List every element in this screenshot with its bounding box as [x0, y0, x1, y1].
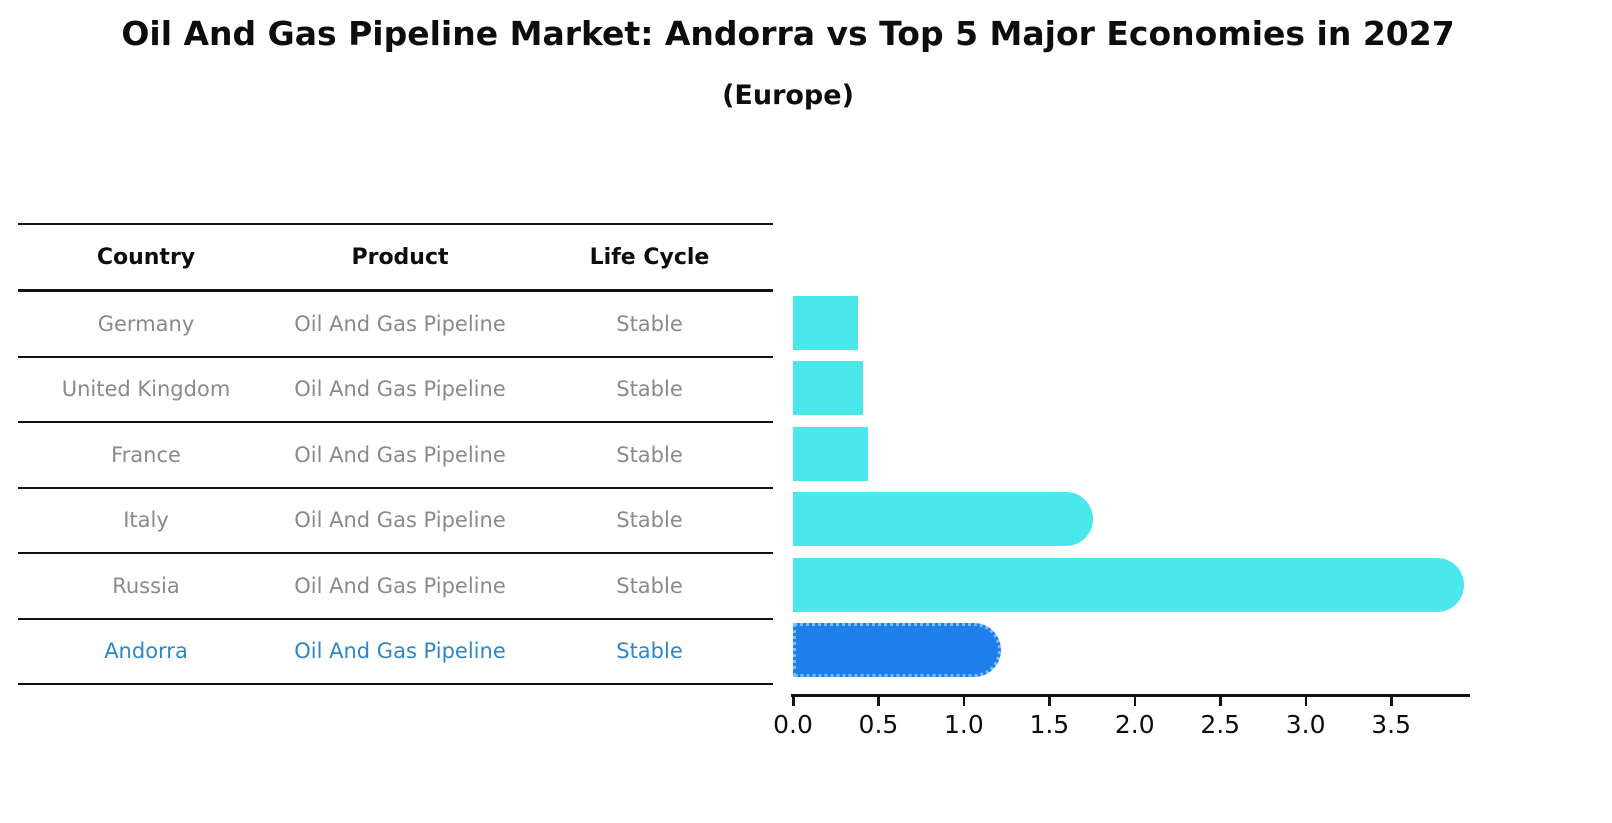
- table-row: Russia Oil And Gas Pipeline Stable: [18, 554, 773, 620]
- table-cell-product: Oil And Gas Pipeline: [294, 573, 506, 598]
- table-cell-country: France: [111, 442, 181, 467]
- table-cell-product: Oil And Gas Pipeline: [294, 377, 506, 402]
- x-axis-ticks: 0.0 0.5 1.0 1.5 2.0 2.5 3.0 3.5: [773, 697, 1472, 757]
- table-cell-life-cycle: Stable: [616, 508, 683, 533]
- x-axis-tick-label: 0.0: [773, 710, 813, 739]
- table-cell-country: Italy: [123, 508, 169, 533]
- x-axis-tick-label: 2.5: [1200, 710, 1241, 739]
- table-body: Germany Oil And Gas Pipeline Stable Unit…: [18, 292, 773, 685]
- x-axis-tick-label: 3.0: [1285, 710, 1326, 739]
- bar-row: [793, 618, 1468, 684]
- table-cell-product: Oil And Gas Pipeline: [294, 442, 506, 467]
- table-cell-country: United Kingdom: [61, 377, 231, 402]
- table-cell-country: Andorra: [104, 639, 188, 664]
- x-axis-tick-mark: [1304, 697, 1308, 706]
- table-cell-country: Russia: [112, 573, 180, 598]
- bar-row: [793, 487, 1468, 553]
- column-header-product: Product: [351, 244, 449, 270]
- bar-plot: [793, 290, 1468, 683]
- table-cell-life-cycle: Stable: [616, 377, 683, 402]
- bar-row: [793, 356, 1468, 422]
- value-bar: [793, 361, 864, 416]
- bar-row: [793, 421, 1468, 487]
- x-axis-tick-label: 1.0: [943, 710, 984, 739]
- x-axis-tick-label: 1.5: [1029, 710, 1070, 739]
- bar-value-labels: [1482, 290, 1602, 683]
- table-header-row: Country Product Life Cycle: [18, 223, 773, 292]
- table-cell-life-cycle: Stable: [616, 311, 683, 336]
- table-row: Italy Oil And Gas Pipeline Stable: [18, 489, 773, 554]
- chart-title: Oil And Gas Pipeline Market: Andorra vs …: [121, 14, 1455, 53]
- table-row: France Oil And Gas Pipeline Stable: [18, 423, 773, 489]
- x-axis-tick-label: 2.0: [1114, 710, 1155, 739]
- x-axis-line: [791, 694, 1470, 697]
- column-header-country: Country: [96, 244, 196, 270]
- table-cell-product: Oil And Gas Pipeline: [294, 639, 506, 664]
- value-bar: [793, 295, 858, 350]
- x-axis-tick-mark: [1390, 697, 1393, 706]
- x-axis-tick-mark: [962, 697, 966, 706]
- value-bar-highlighted: [793, 623, 1002, 678]
- value-bar: [793, 557, 1465, 612]
- table-row-highlighted: Andorra Oil And Gas Pipeline Stable: [18, 620, 773, 685]
- table-cell-product: Oil And Gas Pipeline: [294, 508, 506, 533]
- x-axis-tick-label: 3.5: [1371, 710, 1411, 739]
- value-bar: [793, 426, 869, 481]
- table-cell-product: Oil And Gas Pipeline: [294, 311, 506, 336]
- x-axis-tick-mark: [1133, 697, 1137, 706]
- x-axis-tick-mark: [792, 697, 795, 706]
- x-axis-tick-mark: [877, 697, 880, 706]
- x-axis-tick-mark: [1219, 697, 1222, 706]
- table-cell-life-cycle: Stable: [616, 573, 683, 598]
- x-axis-tick-label: 0.5: [858, 710, 899, 739]
- x-axis-tick-mark: [1048, 697, 1051, 706]
- table-cell-country: Germany: [97, 311, 195, 336]
- bar-row: [793, 290, 1468, 356]
- country-table: Country Product Life Cycle Germany Oil A…: [18, 223, 773, 685]
- value-bar: [793, 492, 1094, 547]
- table-cell-life-cycle: Stable: [616, 639, 683, 664]
- bar-row: [793, 552, 1468, 618]
- table-cell-life-cycle: Stable: [616, 442, 683, 467]
- chart-subtitle: (Europe): [722, 80, 854, 111]
- table-row: United Kingdom Oil And Gas Pipeline Stab…: [18, 358, 773, 423]
- column-header-life-cycle: Life Cycle: [589, 244, 710, 270]
- table-row: Germany Oil And Gas Pipeline Stable: [18, 292, 773, 358]
